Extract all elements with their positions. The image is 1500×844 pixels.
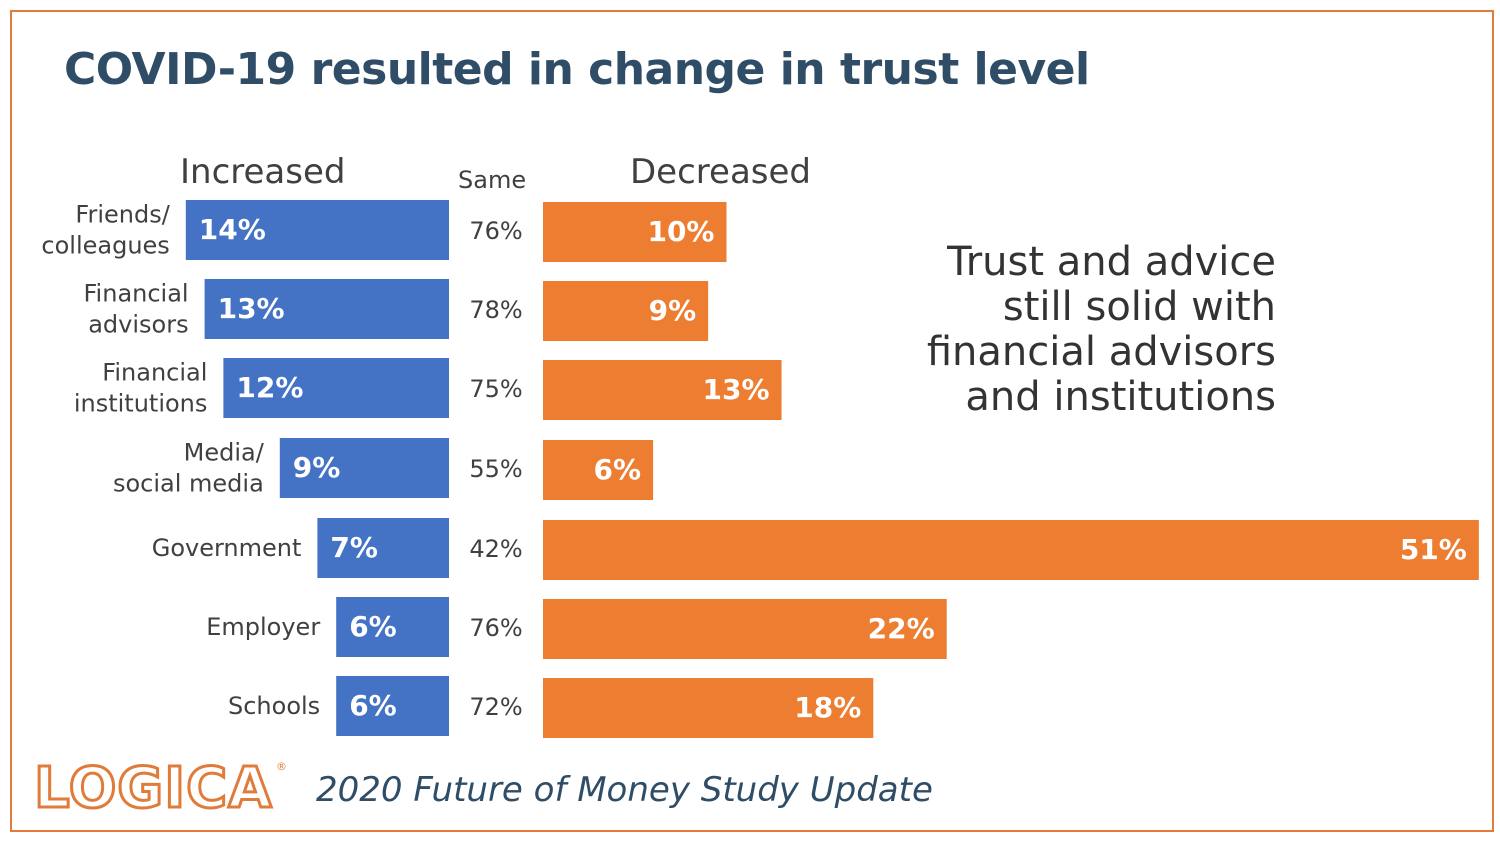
decreased-bar bbox=[543, 440, 654, 500]
chart-title: COVID-19 resulted in change in trust lev… bbox=[64, 44, 1090, 95]
decreased-value-label: 13% bbox=[703, 373, 770, 406]
increased-bar bbox=[279, 438, 449, 498]
same-value-label: 42% bbox=[469, 535, 522, 563]
increased-value-label: 13% bbox=[218, 292, 285, 325]
category-label: Financial bbox=[102, 359, 207, 387]
increased-bar bbox=[204, 279, 449, 339]
category-label: Schools bbox=[228, 692, 320, 720]
increased-value-label: 6% bbox=[349, 610, 397, 643]
decreased-bar bbox=[543, 520, 1479, 580]
increased-value-label: 9% bbox=[293, 451, 341, 484]
increased-value-label: 12% bbox=[236, 371, 303, 404]
category-label: advisors bbox=[88, 311, 188, 339]
annotation-line: still solid with bbox=[1002, 284, 1276, 330]
increased-header: Increased bbox=[180, 152, 346, 192]
decreased-value-label: 18% bbox=[794, 691, 861, 724]
slide-frame bbox=[10, 10, 1494, 832]
increased-bar bbox=[223, 358, 449, 418]
same-value-label: 78% bbox=[469, 296, 522, 324]
category-label: institutions bbox=[74, 390, 208, 418]
same-value-label: 55% bbox=[469, 455, 522, 483]
same-value-label: 75% bbox=[469, 375, 522, 403]
decreased-bar bbox=[543, 202, 727, 262]
decreased-value-label: 9% bbox=[649, 294, 697, 327]
increased-bar bbox=[336, 676, 449, 736]
annotation-line: and institutions bbox=[965, 374, 1276, 420]
decreased-bar bbox=[543, 599, 947, 659]
annotation-line: Trust and advice bbox=[947, 239, 1276, 285]
category-label: social media bbox=[113, 470, 264, 498]
category-label: Government bbox=[152, 534, 302, 562]
annotation-line: financial advisors bbox=[926, 329, 1276, 375]
increased-bar bbox=[336, 597, 449, 657]
same-value-label: 72% bbox=[469, 693, 522, 721]
category-label: colleagues bbox=[41, 232, 169, 260]
decreased-header: Decreased bbox=[630, 152, 811, 192]
same-header: Same bbox=[458, 166, 527, 194]
decreased-value-label: 22% bbox=[868, 612, 935, 645]
increased-bar bbox=[317, 518, 449, 578]
logica-logo: LOGICA bbox=[33, 755, 274, 823]
decreased-bar bbox=[543, 281, 709, 341]
registered-mark: ® bbox=[276, 760, 287, 773]
increased-bar bbox=[185, 200, 450, 260]
increased-value-label: 7% bbox=[330, 531, 378, 564]
category-label: Media/ bbox=[184, 439, 265, 467]
increased-value-label: 14% bbox=[199, 213, 266, 246]
study-name: 2020 Future of Money Study Update bbox=[316, 770, 933, 810]
category-label: Financial bbox=[84, 280, 189, 308]
increased-value-label: 6% bbox=[349, 689, 397, 722]
decreased-value-label: 51% bbox=[1400, 533, 1467, 566]
same-value-label: 76% bbox=[469, 217, 522, 245]
category-label: Friends/ bbox=[75, 201, 170, 229]
decreased-value-label: 6% bbox=[594, 453, 642, 486]
decreased-value-label: 10% bbox=[647, 215, 714, 248]
annotation-text: Trust and advice still solid with financ… bbox=[927, 240, 1276, 420]
category-label: Employer bbox=[206, 613, 320, 641]
same-value-label: 76% bbox=[469, 614, 522, 642]
decreased-bar bbox=[543, 360, 782, 420]
decreased-bar bbox=[543, 678, 874, 738]
